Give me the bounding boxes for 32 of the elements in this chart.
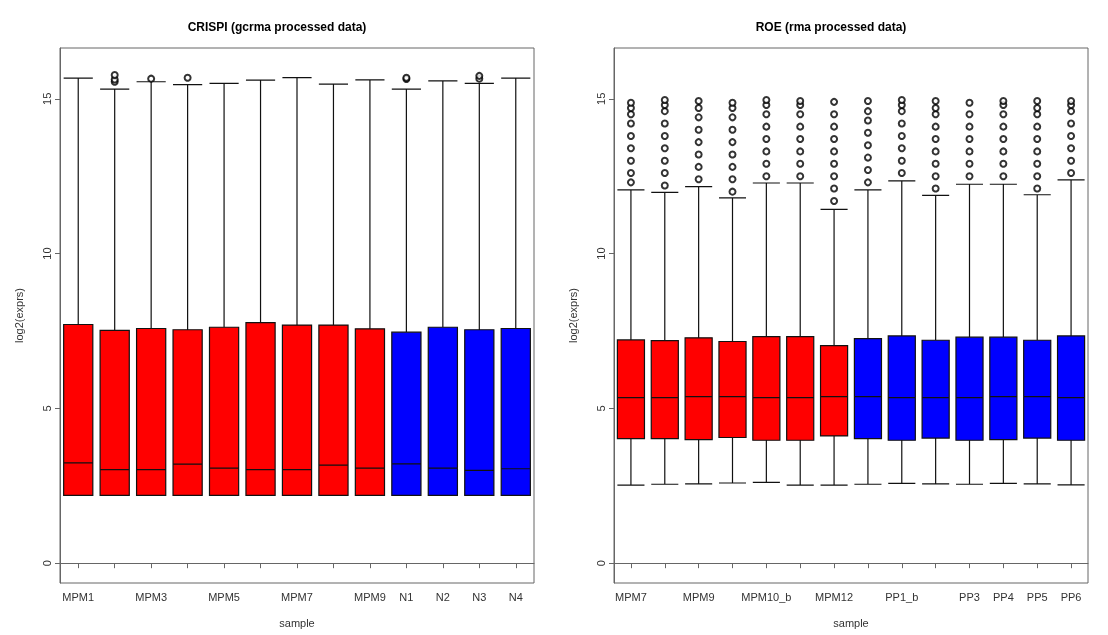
y-tick-label: 5 xyxy=(594,405,607,412)
x-axis-title: sample xyxy=(279,616,315,629)
x-tick-label: MPM12 xyxy=(815,590,854,603)
x-tick-label: PP1_b xyxy=(885,590,919,603)
x-tick-label: MPM10_b xyxy=(741,590,792,603)
y-tick-label: 10 xyxy=(40,247,53,260)
x-tick-label: PP3 xyxy=(959,590,980,603)
x-tick-label: PP4 xyxy=(992,590,1014,603)
x-tick-label: MPM9 xyxy=(354,590,386,603)
y-axis-title: log2(exprs) xyxy=(566,287,579,344)
x-tick-label: MPM5 xyxy=(208,590,240,603)
x-axis-title: sample xyxy=(833,616,869,629)
y-tick-label: 5 xyxy=(40,405,53,412)
x-tick-label: MPM7 xyxy=(281,590,313,603)
x-tick-label: PP6 xyxy=(1060,590,1082,603)
x-tick-label: N3 xyxy=(472,590,487,603)
x-tick-label: MPM3 xyxy=(135,590,168,603)
x-tick-label: N1 xyxy=(399,590,414,603)
x-tick-label: N4 xyxy=(508,590,523,603)
y-tick-label: 15 xyxy=(40,92,53,105)
y-tick-label: 10 xyxy=(594,247,607,260)
x-tick-label: N2 xyxy=(435,590,450,603)
chart-title: CRISPI (gcrma processed data) xyxy=(187,20,367,34)
y-tick-label: 0 xyxy=(594,560,607,567)
x-tick-label: MPM1 xyxy=(62,590,95,603)
x-tick-label: PP5 xyxy=(1026,590,1048,603)
x-tick-label: MPM9 xyxy=(682,590,715,603)
chart-title: ROE (rma processed data) xyxy=(755,20,907,34)
x-tick-label: MPM7 xyxy=(615,590,647,603)
y-axis-title: log2(exprs) xyxy=(12,287,25,344)
y-tick-label: 0 xyxy=(40,560,53,567)
y-tick-label: 15 xyxy=(594,92,607,105)
